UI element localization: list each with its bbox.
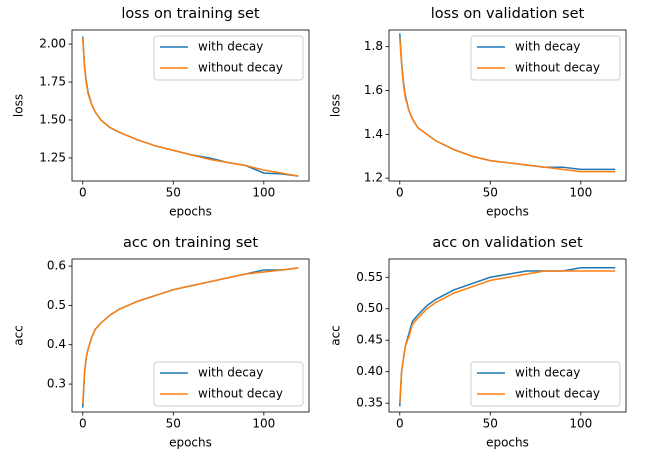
x-tick-label: 50 [166, 417, 181, 431]
legend-box [470, 35, 621, 81]
y-axis-label: acc [12, 325, 26, 346]
axes-frame [71, 29, 310, 182]
x-tick-label: 0 [396, 417, 404, 431]
y-tick-label: 0.40 [356, 364, 383, 378]
x-tick-label: 50 [483, 417, 498, 431]
legend-label: with decay [515, 40, 580, 54]
legend-label: with decay [515, 366, 580, 380]
y-axis-label: loss [12, 94, 26, 117]
y-tick-label: 0.35 [356, 396, 383, 410]
x-tick-label: 50 [483, 186, 498, 200]
x-axis-label: epochs [486, 205, 529, 219]
x-tick-label: 100 [252, 417, 275, 431]
y-tick-label: 1.8 [364, 39, 383, 53]
y-axis-label: loss [329, 94, 343, 117]
y-tick-label: 0.6 [47, 259, 66, 273]
y-tick-label: 0.55 [356, 270, 383, 284]
y-tick-label: 0.4 [47, 337, 66, 351]
legend-box [153, 361, 304, 407]
x-axis-label: epochs [169, 205, 212, 219]
subplot: acc on validation set 0 50 100 0.35 0.40 0.45 0… [329, 235, 627, 450]
x-tick-label: 0 [79, 417, 87, 431]
legend-label: without decay [515, 387, 600, 401]
subplot-title: acc on validation set [432, 235, 583, 251]
x-tick-label: 0 [396, 186, 404, 200]
axes-frame [71, 258, 310, 413]
x-tick-label: 50 [166, 186, 181, 200]
y-tick-label: 1.6 [364, 83, 383, 97]
y-tick-label: 1.50 [39, 112, 66, 126]
y-tick-label: 0.3 [47, 377, 66, 391]
x-tick-label: 0 [79, 186, 87, 200]
data-line [399, 270, 616, 404]
subplot-title: acc on training set [123, 235, 258, 251]
axes-frame [388, 258, 627, 413]
y-tick-label: 0.45 [356, 333, 383, 347]
y-tick-label: 0.50 [356, 301, 383, 315]
x-tick-label: 100 [569, 417, 592, 431]
axes-frame [388, 29, 627, 182]
y-tick-label: 1.2 [364, 171, 383, 185]
data-line [399, 37, 616, 173]
legend-label: without decay [198, 61, 283, 75]
legend-box [470, 361, 621, 407]
legend-box [153, 35, 304, 81]
legend-label: without decay [198, 387, 283, 401]
y-tick-label: 1.4 [364, 127, 383, 141]
legend-label: with decay [198, 40, 263, 54]
legend-label: without decay [515, 61, 600, 75]
data-line [82, 267, 299, 404]
legend-label: with decay [198, 366, 263, 380]
y-tick-label: 1.75 [39, 75, 66, 89]
x-axis-label: epochs [486, 436, 529, 450]
subplot-title: loss on training set [121, 6, 260, 22]
y-tick-label: 0.5 [47, 298, 66, 312]
subplot: acc on training set 0 50 100 0.3 0.4 0.5 0.6 epo… [12, 235, 310, 450]
x-axis-label: epochs [169, 436, 212, 450]
subplot: loss on validation set 0 50 100 1.2 1.4 1.6 1.8… [329, 6, 627, 219]
x-tick-label: 100 [569, 186, 592, 200]
data-line [82, 37, 299, 177]
subplot: loss on training set 0 50 100 1.25 1.50 1.75 2.… [12, 6, 310, 219]
y-tick-label: 1.25 [39, 150, 66, 164]
y-tick-label: 2.00 [39, 37, 66, 51]
x-tick-label: 100 [252, 186, 275, 200]
y-axis-label: acc [329, 325, 343, 346]
subplot-title: loss on validation set [431, 6, 585, 22]
